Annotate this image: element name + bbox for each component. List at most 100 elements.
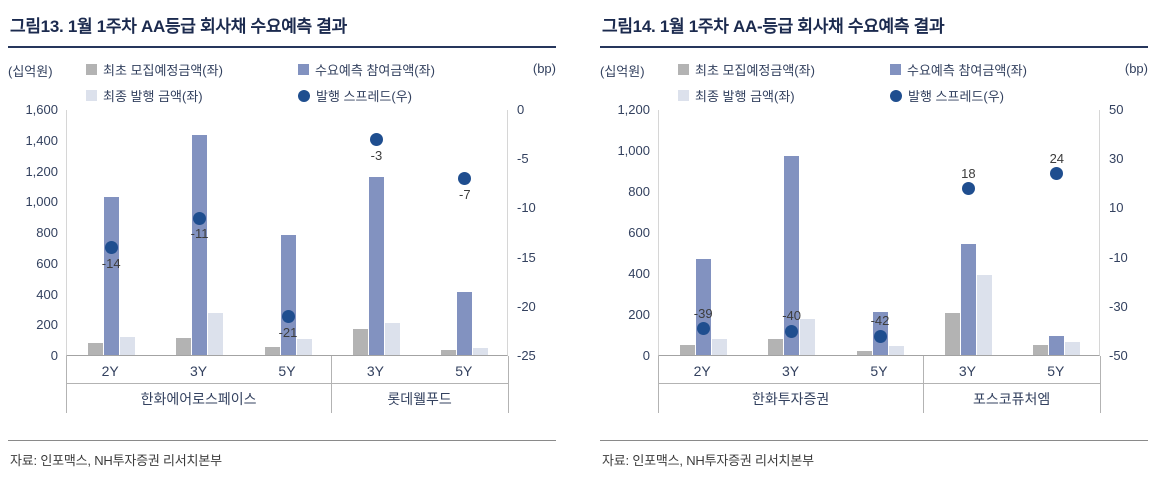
y-axis-tick-left: 800 <box>628 184 650 199</box>
y-axis-tick-left: 0 <box>642 348 650 363</box>
figure13-chart: (십억원) (bp) 최초 모집예정금액(좌) 수요예측 참여금액(좌) 최종 발행 금… <box>8 58 556 414</box>
category-axis-line <box>66 383 508 384</box>
left-axis-unit-label: (십억원) <box>600 64 645 79</box>
figure13-source-note: 자료: 인포맥스, NH투자증권 리서치본부 <box>8 440 556 469</box>
bar-legend-marker-icon <box>678 64 689 75</box>
bar-legend-marker-icon <box>678 90 689 101</box>
bar-demand-amount <box>103 197 119 355</box>
bar-final-amount <box>976 275 992 355</box>
bar-initial-amount <box>264 347 280 355</box>
spread-value-label: -21 <box>278 324 298 340</box>
plot-area: -39 -40 -42 18 24 <box>658 110 1100 356</box>
category-label: 3Y <box>958 363 976 379</box>
spread-legend-marker-icon <box>298 89 310 102</box>
spread-legend-marker-icon <box>890 89 902 102</box>
y-axis-tick-left: 600 <box>628 225 650 240</box>
y-axis-tick-right: -15 <box>517 249 536 265</box>
category-label: 5Y <box>1047 363 1065 379</box>
category-label: 2Y <box>101 363 119 379</box>
y-axis-tick-right: -5 <box>517 151 529 167</box>
bar-final-amount <box>296 339 312 355</box>
spread-value-label: -7 <box>459 186 471 202</box>
bar-legend-marker-icon <box>298 64 309 75</box>
bar-demand-amount <box>960 244 976 355</box>
bar-legend-marker-icon <box>890 64 901 75</box>
group-label: 롯데웰푸드 <box>387 391 452 407</box>
y-axis-tick-left: 200 <box>36 317 58 333</box>
category-label: 3Y <box>190 363 208 379</box>
y-axis-tick-left: 0 <box>50 348 58 363</box>
bar-demand-amount <box>192 135 208 355</box>
spread-value-label: 24 <box>1049 150 1065 166</box>
category-label: 5Y <box>870 363 888 379</box>
legend-item: 수요예측 참여금액(좌) <box>890 60 1027 79</box>
y-axis-tick-right: 0 <box>517 102 525 117</box>
plot-area: -14 -11 -21 -3 -7 <box>66 110 508 356</box>
legend-label: 발행 스프레드(우) <box>908 89 1004 104</box>
bar-final-amount <box>473 348 489 355</box>
spread-point <box>785 324 799 338</box>
bar-final-amount <box>384 323 400 355</box>
group-divider <box>330 356 332 413</box>
category-label: 3Y <box>366 363 384 379</box>
bar-demand-amount <box>457 292 473 355</box>
y-axis-tick-right: 50 <box>1109 102 1124 117</box>
group-divider <box>922 356 924 413</box>
spread-point <box>193 211 207 225</box>
y-axis-tick-left: 1,000 <box>617 143 650 158</box>
bar-initial-amount <box>1033 345 1049 355</box>
legend-item: 발행 스프레드(우) <box>890 86 1004 105</box>
figure14-panel: 그림14. 1월 1주차 AA-등급 회사채 수요예측 결과 (십억원) (bp)… <box>600 8 1148 469</box>
group-label: 포스코퓨처엠 <box>972 391 1051 407</box>
bar-initial-amount <box>679 345 695 355</box>
group-label: 한화에어로스페이스 <box>140 391 257 407</box>
left-axis-unit-label: (십억원) <box>8 64 53 79</box>
y-axis-tick-left: 800 <box>36 225 58 240</box>
y-axis-tick-left: 1,400 <box>25 132 58 148</box>
group-divider <box>507 356 509 413</box>
bar-demand-amount <box>280 235 296 355</box>
spread-value-label: -14 <box>101 255 121 271</box>
bar-legend-marker-icon <box>86 90 97 101</box>
spread-point <box>961 182 975 196</box>
spread-point <box>104 241 118 255</box>
category-label: 5Y <box>278 363 296 379</box>
category-label: 3Y <box>782 363 800 379</box>
y-axis-tick-right: -10 <box>1109 249 1128 265</box>
spread-point <box>281 310 295 324</box>
figure13-panel: 그림13. 1월 1주차 AA등급 회사채 수요예측 결과 (십억원) (bp) 최… <box>8 8 556 469</box>
y-axis-tick-right: -20 <box>517 298 536 314</box>
spread-value-label: -3 <box>370 147 383 163</box>
bar-final-amount <box>119 337 135 355</box>
y-axis-tick-right: -50 <box>1109 348 1128 363</box>
group-divider <box>65 356 67 413</box>
y-axis-tick-left: 1,600 <box>25 102 58 117</box>
bar-initial-amount <box>856 351 872 355</box>
legend-label: 최초 모집예정금액(좌) <box>103 63 223 78</box>
bar-initial-amount <box>176 338 192 355</box>
legend-label: 수요예측 참여금액(좌) <box>907 63 1027 78</box>
bar-final-amount <box>888 346 904 355</box>
right-axis-unit-label: (bp) <box>1124 61 1148 76</box>
figure14-source-note: 자료: 인포맥스, NH투자증권 리서치본부 <box>600 440 1148 469</box>
category-axis-line <box>658 383 1100 384</box>
y-axis-tick-left: 600 <box>36 255 58 271</box>
spread-point <box>458 172 472 186</box>
legend-label: 최종 발행 금액(좌) <box>103 89 203 104</box>
figure13-title: 그림13. 1월 1주차 AA등급 회사채 수요예측 결과 <box>8 8 556 48</box>
spread-point <box>1050 167 1064 181</box>
figure14-title: 그림14. 1월 1주차 AA-등급 회사채 수요예측 결과 <box>600 8 1148 48</box>
right-axis-unit-label: (bp) <box>532 61 556 76</box>
y-axis-tick-right: -10 <box>517 200 536 216</box>
bar-legend-marker-icon <box>86 64 97 75</box>
y-axis-tick-left: 1,000 <box>25 194 58 210</box>
bar-final-amount <box>208 313 224 355</box>
bar-initial-amount <box>441 350 457 355</box>
bar-initial-amount <box>352 329 368 355</box>
spread-point <box>873 329 887 343</box>
spread-value-label: -42 <box>870 313 890 329</box>
category-label: 5Y <box>455 363 473 379</box>
y-axis-tick-left: 400 <box>628 266 650 281</box>
group-divider <box>657 356 659 413</box>
spread-value-label: -40 <box>782 308 801 324</box>
